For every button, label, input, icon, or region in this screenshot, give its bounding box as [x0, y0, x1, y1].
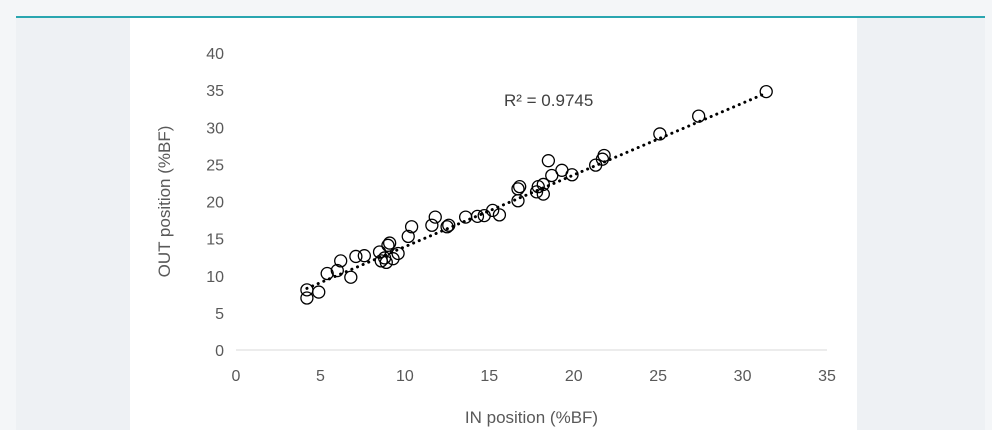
data-point — [334, 254, 348, 268]
x-tick-label: 25 — [649, 368, 667, 385]
data-point — [470, 209, 485, 224]
data-point — [330, 263, 344, 278]
data-point — [401, 229, 415, 244]
data-point — [404, 220, 419, 234]
data-point — [541, 154, 556, 168]
x-axis-title: IN position (%BF) — [465, 408, 598, 427]
data-point — [312, 285, 326, 299]
data-point — [597, 148, 611, 163]
y-tick-label: 0 — [215, 343, 224, 360]
data-point — [759, 84, 773, 99]
data-point — [477, 208, 491, 223]
y-tick-label: 40 — [206, 46, 224, 63]
data-point — [357, 249, 371, 263]
trendline — [305, 91, 768, 290]
data-point — [300, 291, 314, 305]
data-point — [653, 127, 667, 141]
data-point — [344, 270, 358, 284]
data-point — [513, 179, 527, 194]
x-tick-label: 35 — [818, 368, 836, 385]
x-tick-label: 20 — [565, 368, 583, 385]
chart-card: 0 5 10 15 20 25 30 35 40 0 5 10 15 20 25 30 35 R² = 0.9… — [130, 18, 857, 430]
scatter-chart: 0 5 10 15 20 25 30 35 40 0 5 10 15 20 25 30 35 R² = 0.9… — [155, 46, 836, 427]
data-point — [529, 185, 544, 199]
x-tick-label: 10 — [396, 368, 414, 385]
data-point — [425, 218, 439, 232]
x-tick-label: 15 — [480, 368, 498, 385]
data-point — [536, 187, 550, 201]
data-point — [486, 203, 500, 218]
data-point — [428, 210, 442, 224]
data-point — [565, 168, 579, 182]
x-tick-label: 5 — [316, 368, 325, 385]
data-point — [440, 220, 454, 234]
y-tick-label: 25 — [206, 157, 224, 174]
y-tick-label: 15 — [206, 232, 224, 249]
y-tick-label: 30 — [206, 120, 224, 137]
y-tick-label: 20 — [206, 195, 224, 212]
trendline-path — [305, 91, 768, 290]
data-point — [511, 182, 525, 196]
data-point — [383, 236, 397, 250]
header-divider — [16, 16, 985, 18]
y-tick-label: 35 — [206, 83, 224, 100]
data-point — [442, 218, 456, 232]
data-point — [386, 252, 400, 266]
data-point — [320, 266, 334, 281]
data-point — [349, 249, 363, 264]
data-points — [300, 84, 773, 305]
x-tick-label: 30 — [734, 368, 752, 385]
data-point — [381, 238, 395, 252]
data-point — [379, 255, 393, 270]
data-point — [692, 109, 706, 123]
x-axis: 0 5 10 15 20 25 30 35 — [232, 349, 836, 385]
data-point — [536, 177, 550, 192]
y-tick-label: 5 — [215, 306, 224, 323]
x-tick-label: 0 — [232, 368, 241, 385]
data-point — [391, 246, 405, 261]
r-squared-annotation: R² = 0.9745 — [504, 91, 593, 110]
y-axis: 0 5 10 15 20 25 30 35 40 — [206, 46, 224, 360]
y-tick-label: 10 — [206, 269, 224, 286]
y-axis-title: OUT position (%BF) — [155, 126, 174, 278]
data-point — [492, 208, 507, 222]
